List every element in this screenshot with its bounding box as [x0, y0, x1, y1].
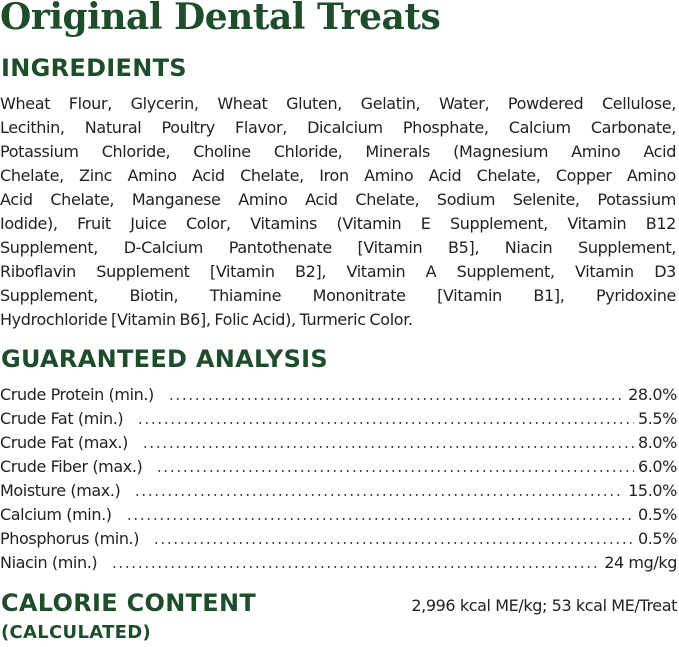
analysis-row: Crude Fat (min.) 5.5%: [0, 407, 677, 431]
ingredients-line: Potassium Chloride, Choline Chloride, Mi…: [0, 142, 676, 161]
analysis-label: Phosphorus (min.): [0, 529, 140, 548]
analysis-value: 28.0%: [628, 385, 677, 404]
dot-leader: [134, 493, 625, 497]
analysis-heading: GUARANTEED ANALYSIS: [1, 345, 328, 373]
ingredients-list: Wheat Flour, Glycerin, Wheat Gluten, Gel…: [0, 92, 676, 332]
analysis-row: Crude Fat (max.) 8.0%: [0, 431, 677, 455]
ingredients-line: Chelate, Zinc Amino Acid Chelate, Iron A…: [0, 166, 676, 185]
analysis-value: 5.5%: [637, 409, 677, 428]
analysis-value: 0.5%: [637, 529, 677, 548]
ingredients-line: Hydrochloride [Vitamin B6], Folic Acid),…: [0, 310, 413, 329]
analysis-value: 8.0%: [637, 433, 677, 452]
analysis-label: Crude Protein (min.): [0, 385, 154, 404]
analysis-label: Crude Fiber (max.): [0, 457, 143, 476]
ingredients-line: Riboflavin Supplement [Vitamin B2], Vita…: [0, 262, 676, 281]
analysis-table: Crude Protein (min.) 28.0% Crude Fat (min…: [0, 383, 677, 575]
dot-leader: [153, 541, 634, 545]
analysis-value: 15.0%: [628, 481, 677, 500]
analysis-label: Moisture (max.): [0, 481, 121, 500]
ingredients-line: Iodide), Fruit Juice Color, Vitamins (Vi…: [0, 214, 676, 233]
product-title: Original Dental Treats: [0, 0, 441, 38]
ingredients-line: Acid Chelate, Manganese Amino Acid Chela…: [0, 190, 676, 209]
dot-leader: [137, 421, 634, 425]
analysis-row: Niacin (min.) 24 mg/kg: [0, 551, 677, 575]
calorie-value: 2,996 kcal ME/kg; 53 kcal ME/Treat: [411, 596, 677, 615]
dot-leader: [156, 469, 634, 473]
ingredients-heading: INGREDIENTS: [1, 54, 187, 82]
analysis-row: Crude Protein (min.) 28.0%: [0, 383, 677, 407]
analysis-value: 0.5%: [637, 505, 677, 524]
analysis-label: Calcium (min.): [0, 505, 112, 524]
analysis-label: Crude Fat (max.): [0, 433, 128, 452]
ingredients-line: Wheat Flour, Glycerin, Wheat Gluten, Gel…: [0, 94, 676, 113]
analysis-value: 6.0%: [637, 457, 677, 476]
dot-leader: [141, 445, 634, 449]
ingredients-line: Supplement, D-Calcium Pantothenate [Vita…: [0, 238, 676, 257]
analysis-row: Crude Fiber (max.) 6.0%: [0, 455, 677, 479]
ingredients-line: Supplement, Biotin, Thiamine Mononitrate…: [0, 286, 676, 305]
analysis-label: Crude Fat (min.): [0, 409, 124, 428]
analysis-row: Phosphorus (min.) 0.5%: [0, 527, 677, 551]
dot-leader: [125, 517, 634, 521]
analysis-label: Niacin (min.): [0, 553, 98, 572]
calorie-heading: CALORIE CONTENT: [1, 589, 257, 617]
analysis-row: Moisture (max.) 15.0%: [0, 479, 677, 503]
analysis-value: 24 mg/kg: [604, 553, 677, 572]
analysis-row: Calcium (min.) 0.5%: [0, 503, 677, 527]
dot-leader: [111, 565, 601, 569]
calorie-subheading: (CALCULATED): [1, 622, 152, 643]
dot-leader: [167, 397, 625, 401]
ingredients-line: Lecithin, Natural Poultry Flavor, Dicalc…: [0, 118, 676, 137]
